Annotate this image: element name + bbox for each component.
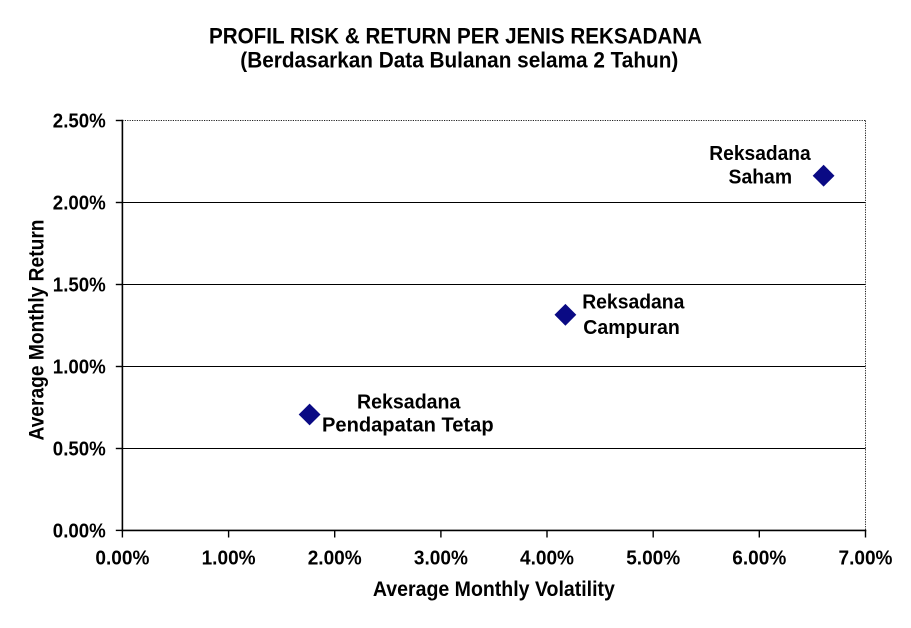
svg-text:2.50%: 2.50% (53, 111, 106, 133)
svg-text:Reksadana: Reksadana (709, 143, 811, 165)
svg-text:7.00%: 7.00% (839, 547, 893, 569)
svg-text:(Berdasarkan Data Bulanan sela: (Berdasarkan Data Bulanan selama 2 Tahun… (240, 47, 678, 72)
svg-text:1.00%: 1.00% (202, 547, 256, 569)
svg-text:0.50%: 0.50% (53, 439, 106, 461)
svg-text:Average Monthly Return: Average Monthly Return (26, 220, 49, 441)
svg-text:Saham: Saham (729, 167, 793, 189)
svg-text:Reksadana: Reksadana (582, 291, 685, 313)
svg-text:Pendapatan Tetap: Pendapatan Tetap (322, 415, 494, 437)
svg-text:1.00%: 1.00% (53, 357, 106, 379)
svg-text:4.00%: 4.00% (520, 547, 574, 569)
svg-text:5.00%: 5.00% (626, 547, 680, 569)
svg-text:Reksadana: Reksadana (357, 391, 461, 413)
svg-text:Average Monthly Volatility: Average Monthly Volatility (373, 578, 615, 601)
svg-text:2.00%: 2.00% (308, 547, 362, 569)
svg-text:0.00%: 0.00% (95, 547, 149, 569)
svg-text:3.00%: 3.00% (414, 547, 468, 569)
svg-text:PROFIL RISK & RETURN PER JENIS: PROFIL RISK & RETURN PER JENIS REKSADANA (209, 23, 702, 48)
svg-text:1.50%: 1.50% (53, 275, 106, 297)
svg-text:6.00%: 6.00% (732, 547, 786, 569)
svg-text:2.00%: 2.00% (53, 193, 106, 215)
svg-text:0.00%: 0.00% (53, 521, 106, 543)
svg-text:Campuran: Campuran (583, 317, 680, 339)
